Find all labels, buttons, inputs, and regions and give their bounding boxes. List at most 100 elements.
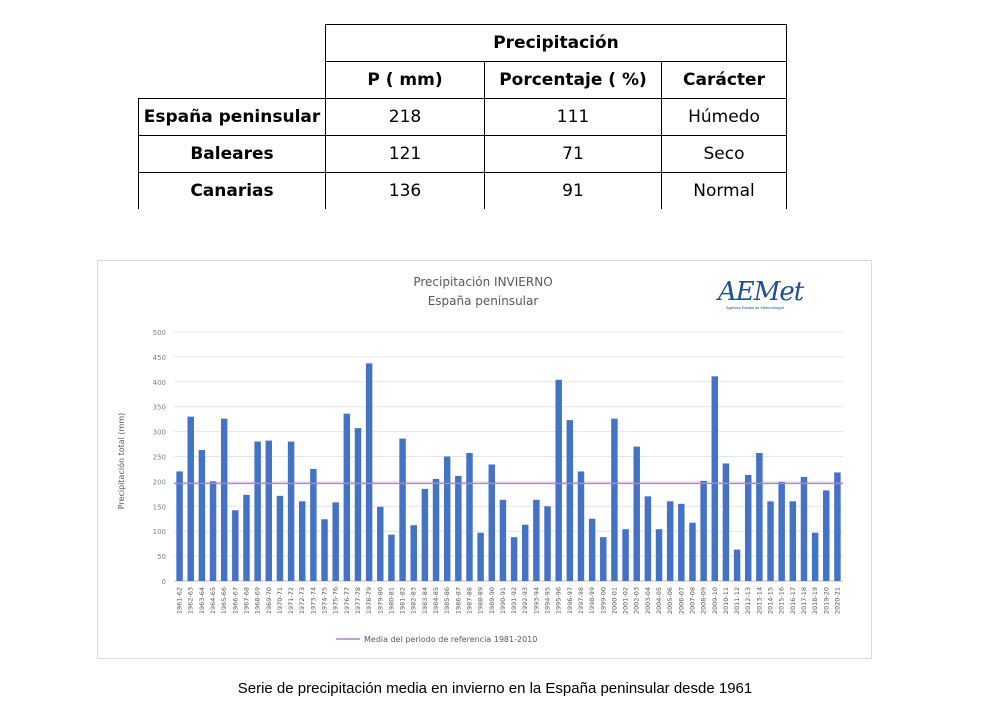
- bar: [287, 441, 295, 581]
- chart-canvas: Precipitación INVIERNO España peninsular…: [116, 275, 843, 644]
- y-tick-label: 500: [153, 329, 166, 337]
- bar: [488, 464, 496, 581]
- x-tick-label: 2014-15: [767, 587, 775, 614]
- figure-caption: Serie de precipitación media en invierno…: [237, 680, 753, 697]
- bar: [622, 529, 629, 581]
- bar: [343, 413, 351, 581]
- x-tick-label: 1978-79: [365, 587, 373, 614]
- x-tick-label: 1976-77: [343, 587, 351, 614]
- cell-caracter: Normal: [661, 172, 787, 209]
- bar: [265, 440, 273, 581]
- x-tick-label: 2010-11: [722, 587, 730, 614]
- bar: [655, 529, 663, 581]
- bar: [220, 418, 228, 581]
- bar: [243, 494, 250, 581]
- bar: [800, 476, 808, 581]
- column-header: Carácter: [661, 61, 787, 99]
- x-tick-label: 2012-13: [744, 587, 752, 614]
- x-tick-label: 1967-68: [242, 587, 250, 614]
- bar: [176, 471, 183, 581]
- x-tick-label: 2001-02: [622, 587, 630, 614]
- bar: [377, 506, 384, 581]
- x-tick-label: 2018-19: [811, 587, 819, 614]
- x-tick-label: 1972-73: [298, 587, 306, 614]
- precipitation-chart: Precipitación INVIERNO España peninsular…: [97, 260, 872, 659]
- logo-text: AEMet: [718, 277, 804, 307]
- x-tick-label: 1961-62: [176, 587, 184, 614]
- bar: [823, 490, 830, 581]
- precipitation-table: Precipitación P ( mm) Porcentaje ( %) Ca…: [138, 24, 787, 209]
- group-header: Precipitación: [325, 24, 787, 62]
- x-tick-label: 1989-90: [488, 587, 496, 614]
- bar: [455, 475, 462, 581]
- column-header: P ( mm): [325, 61, 485, 99]
- bar: [611, 418, 618, 581]
- x-tick-label: 1963-64: [198, 587, 206, 614]
- x-tick-label: 1973-74: [309, 587, 317, 614]
- x-tick-label: 1975-76: [332, 587, 340, 614]
- x-tick-label: 1995-96: [555, 587, 563, 614]
- y-tick-label: 400: [153, 379, 166, 387]
- bar: [198, 450, 206, 581]
- bar: [354, 428, 362, 581]
- row-header: Baleares: [138, 135, 326, 173]
- y-axis-label: Precipitación total (mm): [116, 413, 126, 509]
- x-tick-label: 1980-81: [387, 587, 395, 614]
- row-header: Canarias: [138, 172, 326, 209]
- x-tick-label: 1983-84: [421, 587, 429, 614]
- x-tick-label: 1993-94: [532, 587, 540, 614]
- table-row: Canarias 136 91 Normal: [138, 172, 787, 209]
- bar: [443, 456, 451, 581]
- bar: [298, 501, 306, 581]
- bar: [510, 537, 518, 581]
- x-tick-label: 1987-88: [465, 587, 473, 614]
- bar: [789, 501, 797, 581]
- x-tick-label: 2009-10: [711, 587, 719, 614]
- legend-label: Media del periodo de referencia 1981-201…: [364, 635, 537, 644]
- bar: [187, 416, 194, 581]
- y-tick-label: 300: [153, 429, 166, 437]
- cell-caracter: Seco: [661, 135, 787, 173]
- bar: [432, 478, 440, 581]
- x-tick-label: 2000-01: [610, 587, 618, 614]
- bar: [410, 525, 417, 581]
- chart-subtitle: España peninsular: [428, 294, 539, 308]
- bar: [811, 532, 819, 581]
- x-tick-label: 1974-75: [321, 587, 329, 614]
- bar: [321, 519, 328, 581]
- table-header-row: P ( mm) Porcentaje ( %) Carácter: [139, 61, 787, 99]
- bar: [666, 501, 674, 581]
- x-tick-label: 1966-67: [231, 587, 239, 614]
- y-tick-label: 100: [153, 528, 166, 536]
- bar: [499, 499, 507, 581]
- x-tick-label: 1968-69: [254, 587, 262, 614]
- bar: [276, 495, 284, 581]
- y-tick-label: 450: [153, 354, 166, 362]
- cell-porcentaje: 111: [484, 98, 662, 136]
- bar: [778, 481, 785, 581]
- x-tick-label: 1994-95: [544, 587, 552, 614]
- bar: [232, 510, 239, 581]
- x-tick-label: 1999-00: [599, 587, 607, 614]
- grid-lines: 0 50 100 150 200 250 300 350 400 450 500: [153, 329, 843, 586]
- bars: [176, 363, 841, 581]
- cell-caracter: Húmedo: [661, 98, 787, 136]
- y-tick-label: 50: [157, 553, 166, 561]
- table-row: Baleares 121 71 Seco: [138, 135, 787, 173]
- cell-porcentaje: 71: [484, 135, 662, 173]
- x-tick-label: 2004-05: [655, 587, 663, 614]
- x-tick-label: 2006-07: [677, 587, 685, 614]
- y-tick-label: 250: [153, 454, 166, 462]
- x-tick-label: 1986-87: [454, 587, 462, 614]
- column-header: Porcentaje ( %): [484, 61, 662, 99]
- bar: [588, 518, 596, 581]
- x-tick-label: 1979-80: [376, 587, 384, 614]
- bar: [332, 502, 339, 581]
- bar: [644, 496, 652, 581]
- bar: [834, 472, 841, 581]
- cell-p-mm: 218: [325, 98, 485, 136]
- x-tick-label: 2017-18: [800, 587, 808, 614]
- x-tick-label: 2007-08: [688, 587, 696, 614]
- x-tick-labels: 1961-62 1962-63 1963-64 1964-65 1965-66 1966-…: [176, 587, 842, 614]
- bar: [533, 499, 540, 581]
